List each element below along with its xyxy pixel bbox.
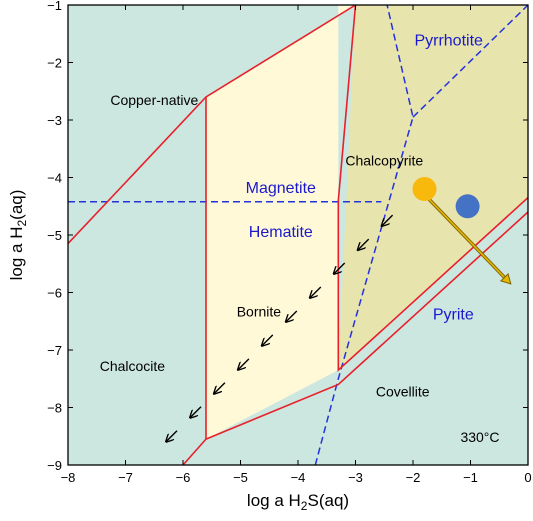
x-tick-label: −5	[233, 470, 248, 485]
blue-boundary-2	[314, 5, 414, 465]
y-tick-label: −5	[47, 228, 62, 243]
x-tick-label: −7	[118, 470, 133, 485]
field-label-hematite: Hematite	[249, 224, 313, 241]
plot-area	[68, 5, 528, 465]
reaction-path-arrows	[166, 214, 394, 442]
field-label-copper-native: Copper-native	[110, 92, 198, 108]
y-axis-title: log a H2(aq)	[7, 190, 29, 281]
x-axis-title-sub: 2	[301, 499, 308, 513]
field-label-covellite: Covellite	[376, 383, 430, 399]
reaction-arrow-4	[310, 286, 322, 298]
reaction-arrow-7	[238, 358, 250, 370]
y-axis-title-sub: 2	[15, 220, 29, 227]
field-label-chalcopyrite: Chalcopyrite	[345, 152, 423, 168]
y-axis-title-main: log a H	[7, 227, 26, 281]
reaction-arrow-2	[358, 238, 370, 250]
y-axis-title-tail: (aq)	[7, 190, 26, 220]
red-boundaries	[68, 5, 528, 465]
reaction-arrow-10	[166, 430, 178, 442]
field-label-chalcocite: Chalcocite	[100, 358, 166, 374]
reaction-arrow-8	[214, 382, 226, 394]
x-axis-title-main: log a H	[247, 491, 301, 510]
field-label-bornite: Bornite	[237, 304, 282, 320]
reaction-arrow-6	[262, 334, 274, 346]
y-axis-ticks: −9 −8 −7 −6 −5 −4 −3 −2 −1	[47, 0, 528, 473]
x-axis-title-tail: S(aq)	[307, 491, 349, 510]
reaction-arrow-3	[334, 262, 346, 274]
field-labels: Copper-native Chalcocite Bornite Chalcopyri…	[100, 33, 483, 400]
y-tick-label: −6	[47, 286, 62, 301]
x-axis-ticks: −8 −7 −6 −5 −4 −3 −2 −1 0	[61, 5, 532, 485]
field-label-magnetite: Magnetite	[246, 180, 316, 197]
trend-arrow-fill	[426, 197, 506, 278]
y-tick-label: −1	[47, 0, 62, 13]
orange-marker	[412, 177, 437, 201]
field-label-pyrite: Pyrite	[433, 306, 474, 323]
blue-dashed-boundaries	[68, 5, 528, 465]
red-boundary-4	[337, 5, 528, 372]
x-tick-label: −6	[176, 470, 191, 485]
blue-marker	[455, 194, 480, 219]
x-tick-label: −2	[406, 470, 421, 485]
temperature-annotation: 330°C	[460, 429, 499, 445]
bornite-field-region	[206, 5, 356, 440]
x-tick-label: −3	[348, 470, 363, 485]
y-tick-label: −8	[47, 401, 62, 416]
y-tick-label: −2	[47, 56, 62, 71]
x-tick-label: −4	[291, 470, 306, 485]
x-tick-label: −8	[61, 470, 76, 485]
y-tick-label: −7	[47, 343, 62, 358]
y-tick-label: −3	[47, 113, 62, 128]
x-axis-title: log a H2S(aq)	[247, 491, 349, 513]
y-tick-label: −4	[47, 171, 62, 186]
x-tick-label: 0	[524, 470, 531, 485]
reaction-arrow-5	[286, 310, 298, 322]
x-tick-label: −1	[463, 470, 478, 485]
reaction-arrow-1	[382, 214, 394, 226]
field-label-pyrrhotite: Pyrrhotite	[414, 33, 483, 50]
red-boundary-3	[205, 211, 528, 440]
markers	[412, 177, 480, 219]
y-tick-label: −9	[47, 458, 62, 473]
blue-boundary-3	[412, 5, 528, 118]
trend-arrowhead	[499, 272, 512, 285]
reaction-arrow-9	[190, 406, 202, 418]
